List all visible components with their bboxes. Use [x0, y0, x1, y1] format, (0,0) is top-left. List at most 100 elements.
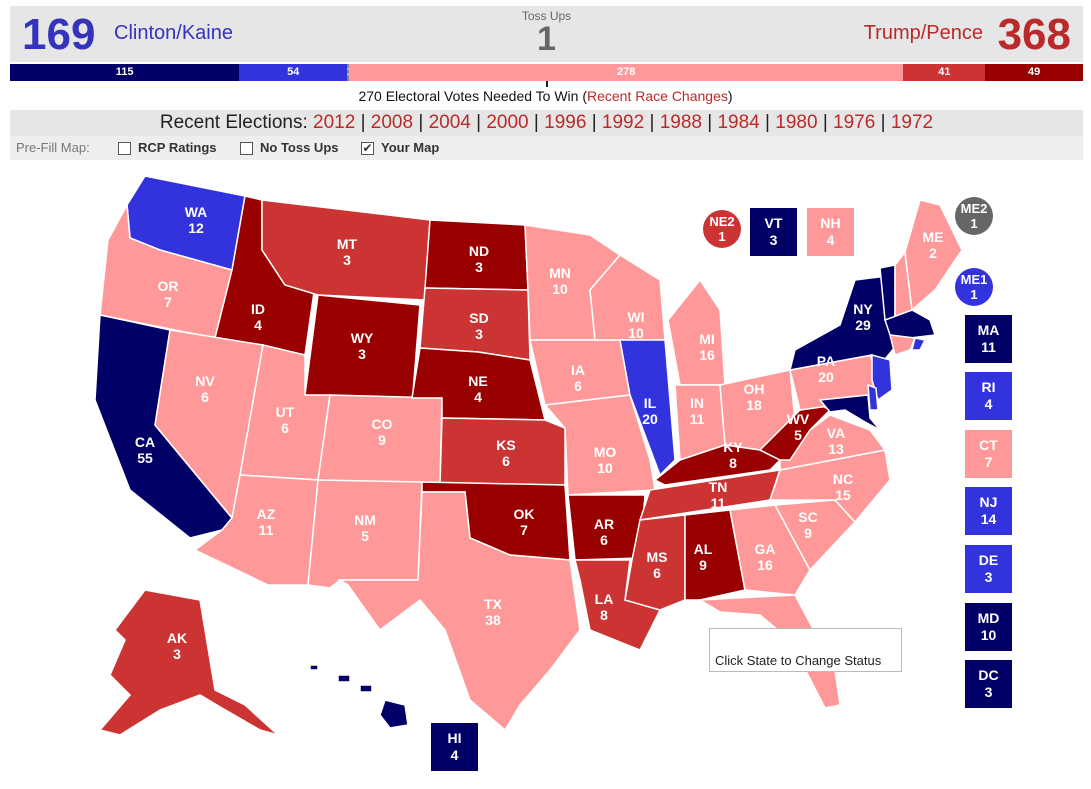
state-md[interactable] — [818, 394, 881, 431]
state-ct[interactable] — [889, 334, 917, 356]
election-year-link[interactable]: 1984 — [717, 112, 760, 133]
district-circle-me1[interactable]: ME1 1 — [955, 268, 993, 306]
election-year-link[interactable]: 2004 — [428, 112, 471, 133]
election-year-link[interactable]: 1976 — [833, 112, 876, 133]
state-nj[interactable] — [871, 354, 893, 402]
your-map-option[interactable]: ✔ Your Map — [361, 136, 439, 160]
rcp-ratings-option[interactable]: RCP Ratings — [118, 136, 217, 160]
state-votes: 15 — [835, 487, 851, 503]
your-map-checkbox[interactable]: ✔ — [361, 140, 374, 155]
state-box-dc[interactable]: DC 3 — [965, 660, 1012, 708]
state-box-hi[interactable]: HI 4 — [431, 723, 478, 771]
state-label-wv[interactable]: WV 5 — [787, 411, 810, 443]
state-label-pa[interactable]: PA 20 — [817, 353, 835, 385]
state-label-co[interactable]: CO 9 — [372, 416, 393, 448]
election-year-link[interactable]: 1992 — [601, 112, 645, 133]
state-hi-island-2[interactable] — [337, 674, 351, 683]
election-year-link[interactable]: 2000 — [486, 112, 529, 133]
state-box-ct[interactable]: CT 7 — [965, 430, 1012, 478]
state-tx[interactable] — [337, 491, 581, 732]
state-label-ia[interactable]: IA 6 — [571, 362, 585, 394]
state-label-me[interactable]: ME 2 — [923, 229, 944, 261]
state-label-tx[interactable]: TX 38 — [484, 596, 502, 628]
state-label-il[interactable]: IL 20 — [642, 395, 658, 427]
election-year-link[interactable]: 1996 — [544, 112, 587, 133]
state-label-wy[interactable]: WY 3 — [351, 330, 374, 362]
state-label-in[interactable]: IN 11 — [690, 395, 705, 427]
election-year-link[interactable]: 1988 — [659, 112, 702, 133]
no-toss-ups-checkbox[interactable] — [240, 141, 253, 155]
state-box-de[interactable]: DE 3 — [965, 545, 1012, 593]
state-abbr: MT — [336, 236, 358, 252]
state-label-oh[interactable]: OH 18 — [744, 381, 765, 413]
state-label-sc[interactable]: SC 9 — [798, 509, 817, 541]
rcp-ratings-checkbox[interactable] — [118, 141, 131, 155]
election-year-link[interactable]: 2008 — [370, 112, 414, 133]
state-label-ny[interactable]: NY 29 — [853, 301, 872, 333]
state-box-md[interactable]: MD 10 — [965, 603, 1012, 651]
state-box-nj[interactable]: NJ 14 — [965, 487, 1012, 535]
state-label-ut[interactable]: UT 6 — [276, 404, 295, 436]
election-year-link[interactable]: 1980 — [775, 112, 818, 133]
state-wv[interactable] — [758, 399, 832, 461]
state-label-tn[interactable]: TN 11 — [709, 479, 728, 511]
state-ri[interactable] — [911, 337, 927, 351]
district-abbr: NE2 — [709, 214, 735, 229]
state-label-nv[interactable]: NV 6 — [195, 373, 214, 405]
state-label-mi[interactable]: MI 16 — [699, 331, 715, 363]
state-ga[interactable] — [729, 504, 811, 596]
state-il[interactable] — [619, 339, 676, 477]
state-label-ok[interactable]: OK 7 — [514, 506, 535, 538]
state-label-mo[interactable]: MO 10 — [594, 444, 617, 476]
state-ks[interactable] — [439, 417, 566, 486]
state-hi-island-3[interactable] — [359, 684, 373, 693]
district-circle-me2[interactable]: ME2 1 — [955, 197, 993, 235]
state-abbr: NV — [195, 373, 215, 389]
district-circle-ne2[interactable]: NE2 1 — [703, 210, 741, 248]
state-label-ca[interactable]: CA 55 — [135, 434, 155, 466]
state-abbr: KS — [496, 437, 516, 453]
state-label-ky[interactable]: KY 8 — [723, 439, 742, 471]
state-fl[interactable] — [697, 594, 841, 709]
election-year-link[interactable]: 1972 — [890, 112, 934, 133]
state-label-wi[interactable]: WI 10 — [627, 309, 644, 341]
state-abbr: AZ — [256, 506, 276, 522]
state-label-va[interactable]: VA 13 — [827, 425, 845, 457]
election-year-link[interactable]: 2012 — [313, 112, 356, 133]
state-label-ga[interactable]: GA 16 — [755, 541, 776, 573]
state-label-nc[interactable]: NC 15 — [833, 471, 853, 503]
state-box-ma[interactable]: MA 11 — [965, 315, 1012, 363]
state-box-nh[interactable]: NH 4 — [807, 208, 854, 256]
state-label-az[interactable]: AZ 11 — [257, 506, 276, 538]
state-label-al[interactable]: AL 9 — [694, 541, 713, 573]
state-label-ne[interactable]: NE 4 — [468, 373, 487, 405]
state-de[interactable] — [867, 383, 879, 411]
state-label-ar[interactable]: AR 6 — [594, 516, 614, 548]
state-label-la[interactable]: LA 8 — [595, 591, 614, 623]
state-label-mn[interactable]: MN 10 — [549, 265, 571, 297]
state-label-ms[interactable]: MS 6 — [647, 549, 668, 581]
no-toss-ups-option[interactable]: No Toss Ups — [240, 136, 339, 160]
state-label-nm[interactable]: NM 5 — [354, 512, 376, 544]
state-label-mt[interactable]: MT 3 — [337, 236, 357, 268]
state-hi-island-4[interactable] — [379, 699, 409, 729]
state-label-id[interactable]: ID 4 — [251, 301, 265, 333]
state-box-vt[interactable]: VT 3 — [750, 208, 797, 256]
state-la[interactable] — [574, 559, 662, 651]
state-label-or[interactable]: OR 7 — [158, 278, 179, 310]
state-label-ak[interactable]: AK 3 — [167, 630, 187, 662]
state-label-wa[interactable]: WA 12 — [185, 204, 208, 236]
state-al[interactable] — [684, 509, 746, 601]
state-ak[interactable] — [98, 589, 279, 736]
state-votes: 55 — [137, 450, 153, 466]
state-box-ri[interactable]: RI 4 — [965, 372, 1012, 420]
state-votes: 6 — [653, 565, 661, 581]
state-votes: 10 — [980, 627, 997, 643]
state-label-ks[interactable]: KS 6 — [496, 437, 515, 469]
recent-race-changes-link[interactable]: Recent Race Changes — [587, 88, 728, 104]
state-me[interactable] — [904, 199, 963, 312]
state-label-nd[interactable]: ND 3 — [469, 243, 489, 275]
state-hi-island-1[interactable] — [309, 664, 319, 671]
state-label-sd[interactable]: SD 3 — [469, 310, 488, 342]
state-mi[interactable] — [667, 278, 726, 386]
